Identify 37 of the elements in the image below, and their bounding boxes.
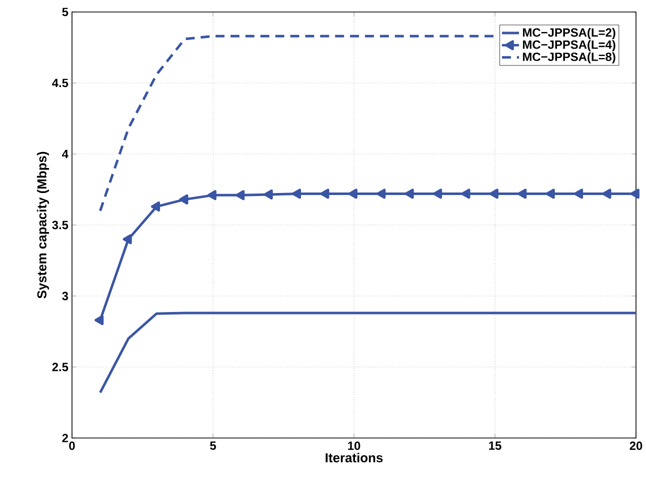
x-tick-label: 5 (210, 442, 216, 450)
point (264, 189, 273, 200)
point (602, 188, 612, 199)
y-tick-label: 3.5 (52, 220, 68, 230)
point (574, 188, 584, 199)
point (320, 188, 330, 199)
point (518, 188, 527, 199)
legend-label: MC−JPPSA(L=2) (523, 28, 616, 40)
x-axis-title: Iterations (326, 452, 383, 462)
point (236, 190, 245, 200)
point (292, 188, 302, 199)
point (546, 188, 555, 199)
y-tick-label: 4.5 (52, 78, 68, 88)
x-tick-label: 0 (69, 442, 75, 450)
y-axis-title: System capacity (Mbps) (36, 152, 50, 298)
point (376, 188, 386, 199)
point (150, 201, 160, 212)
y-tick-label: 2.5 (52, 362, 68, 372)
x-tick-label: 10 (348, 442, 360, 450)
point (94, 315, 104, 326)
point (179, 194, 188, 204)
point (207, 190, 216, 200)
point (461, 188, 470, 199)
point (348, 188, 358, 199)
y-tick-label: 4 (62, 150, 68, 158)
legend-label: MC−JPPSA(L=8) (523, 52, 616, 64)
x-tick-label: 15 (489, 442, 502, 450)
y-tick-label: 5 (62, 8, 68, 16)
x-tick-label: 20 (630, 442, 642, 450)
y-tick-label: 3 (62, 292, 68, 300)
point (630, 188, 640, 199)
point (122, 234, 132, 244)
y-tick-label: 2 (62, 434, 68, 442)
legend-label: MC−JPPSA(L=4) (523, 40, 616, 52)
point (404, 188, 414, 199)
point (489, 188, 498, 199)
point (432, 188, 442, 199)
